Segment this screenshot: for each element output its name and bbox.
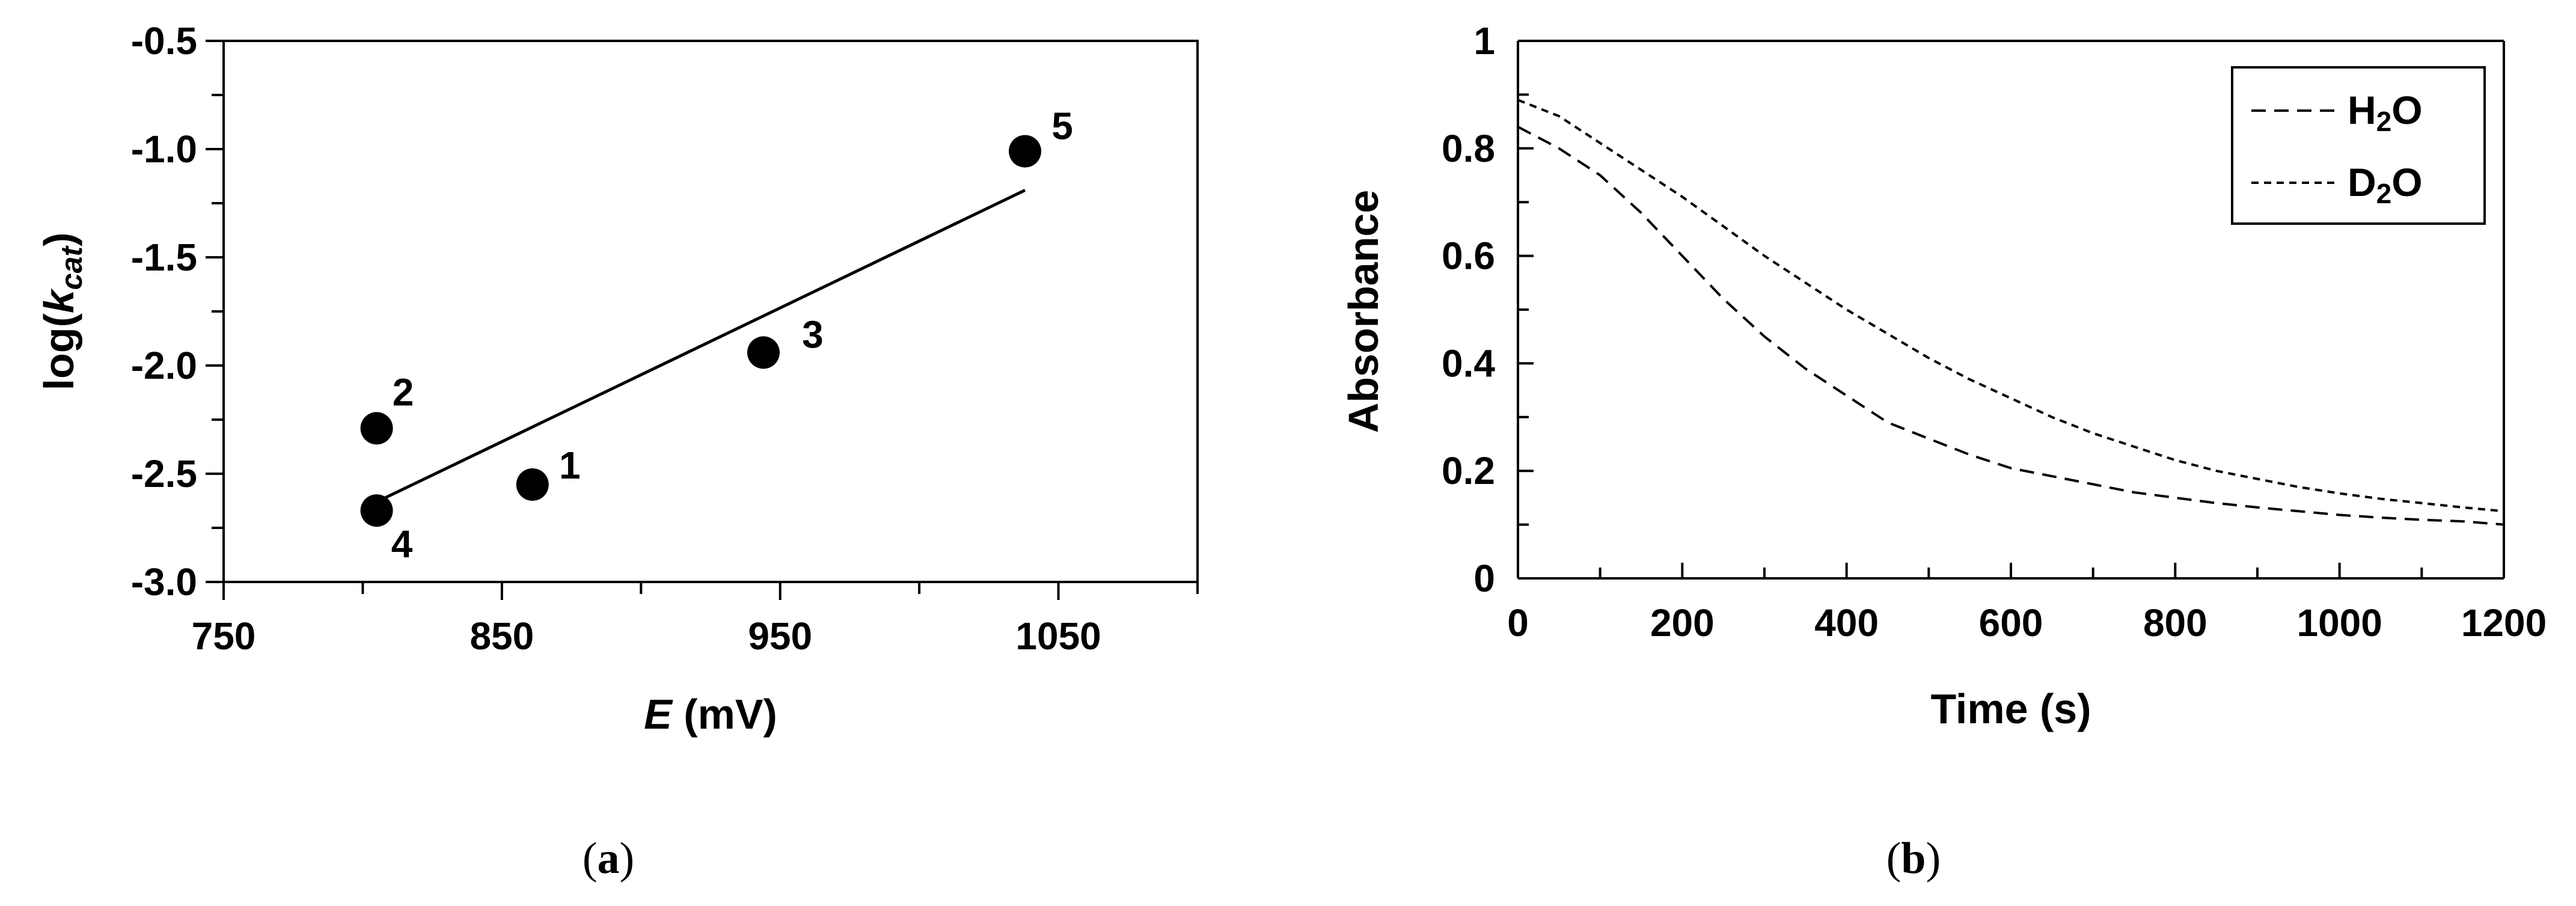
- y-tick-label: -2.5: [131, 452, 197, 495]
- x-tick-label: 1050: [1015, 614, 1101, 658]
- x-tick-label: 200: [1650, 601, 1715, 644]
- panel-a-ticks: 750 850 950 1050 -0.5 -1.0 -1.5 -2.0 -2.5 -3.0: [131, 19, 1199, 658]
- point-label-5: 5: [1051, 105, 1073, 148]
- point-label-1: 1: [559, 444, 581, 487]
- y-tick-label: 0.2: [1442, 449, 1495, 492]
- legend-label-d2o: D2O: [2348, 160, 2423, 209]
- legend-box: [2231, 66, 2486, 225]
- panel-b-caption: (b): [1886, 834, 1941, 883]
- point-label-3: 3: [802, 313, 824, 356]
- y-tick-label: -0.5: [131, 19, 197, 63]
- y-tick-label: -2.0: [131, 344, 197, 387]
- x-tick-label: 1000: [2296, 601, 2382, 644]
- y-tick-label: 1: [1473, 19, 1495, 63]
- x-tick-label: 1200: [2461, 601, 2547, 644]
- plot-a-frame: [222, 40, 1199, 583]
- x-tick-label: 0: [1507, 601, 1529, 644]
- legend: H2O D2O: [2231, 66, 2486, 225]
- panel-b-ylabel: Absorbance: [1340, 190, 1387, 433]
- panel-b-xlabel: Time (s): [1930, 685, 2091, 732]
- y-tick-label: -1.0: [131, 127, 197, 171]
- x-tick-label: 850: [470, 614, 534, 658]
- panel-a-ylabel: log(kcat): [35, 233, 88, 391]
- data-point-3: [747, 336, 780, 369]
- series-line-d2o: [1517, 99, 2504, 513]
- x-tick-label: 600: [1979, 601, 2043, 644]
- data-point-2: [360, 412, 393, 445]
- x-tick-label: 950: [748, 614, 812, 658]
- y-tick-label: 0.4: [1442, 341, 1495, 385]
- x-tick-label: 750: [192, 614, 256, 658]
- point-label-4: 4: [391, 522, 413, 566]
- panel-b-series: [1517, 99, 2504, 526]
- legend-label-h2o: H2O: [2348, 88, 2423, 137]
- y-tick-label: -1.5: [131, 236, 197, 279]
- y-tick-label: 0: [1473, 557, 1495, 600]
- point-label-2: 2: [393, 370, 414, 414]
- panel-a-caption: (a): [583, 834, 634, 883]
- data-point-4: [360, 494, 393, 527]
- panel-a-points: 1 2 3 4 5: [360, 105, 1073, 566]
- panel-b-ticks: 0 200 400 600 800 1000 1200 1 0.8 0.6 0.4 0.2 0: [1442, 19, 2547, 644]
- data-point-5: [1009, 135, 1042, 168]
- panel-b: 0 200 400 600 800 1000 1200 1 0.8 0.6 0.4 0.2 0 H2O …: [1340, 19, 2547, 883]
- series-line-h2o: [1517, 126, 2504, 526]
- panel-a-xlabel: E (mV): [644, 691, 777, 738]
- fit-line: [376, 189, 1026, 504]
- y-tick-label: 0.6: [1442, 234, 1495, 278]
- x-tick-label: 800: [2143, 601, 2207, 644]
- y-tick-label: -3.0: [131, 560, 197, 604]
- panel-a: 750 850 950 1050 -0.5 -1.0 -1.5 -2.0 -2.5 -3.0 1 2…: [35, 19, 1199, 883]
- y-tick-label: 0.8: [1442, 127, 1495, 170]
- data-point-1: [516, 468, 549, 501]
- panel-a-fit: [376, 189, 1026, 504]
- x-tick-label: 400: [1814, 601, 1879, 644]
